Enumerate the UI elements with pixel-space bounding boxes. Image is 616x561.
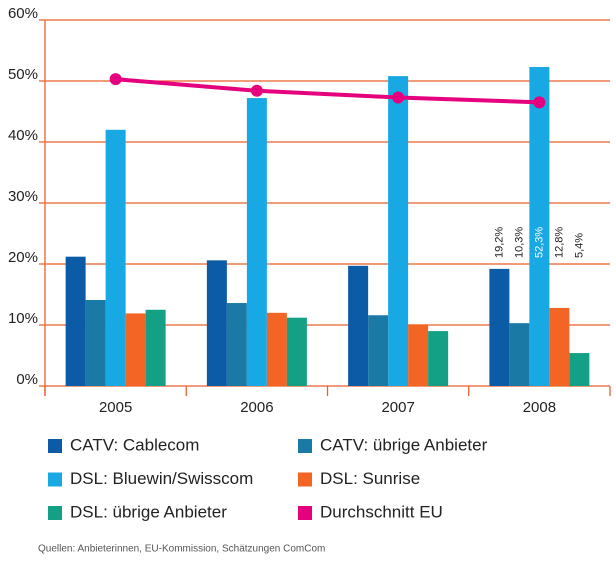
y-tick-label: 30% (8, 188, 38, 205)
value-label: 19,2% (493, 227, 505, 258)
legend-label: DSL: übrige Anbieter (70, 502, 227, 521)
bar (65, 256, 86, 386)
line-point (392, 91, 405, 104)
bar (428, 331, 449, 386)
bar (549, 307, 570, 386)
bar (408, 324, 429, 386)
bar (368, 315, 389, 386)
y-tick-label: 20% (8, 249, 38, 266)
legend-label: CATV: übrige Anbieter (320, 435, 488, 454)
bar (206, 260, 227, 386)
legend-swatch (298, 439, 312, 453)
legend-swatch (48, 472, 62, 487)
legend-label: Durchschnitt EU (320, 502, 443, 521)
value-label: 52,3% (533, 227, 545, 258)
legend-swatch (48, 439, 62, 453)
bar (388, 76, 409, 387)
x-tick-label: 2005 (99, 399, 132, 416)
bar (125, 313, 146, 386)
x-tick-label: 2006 (240, 399, 273, 416)
y-tick-label: 0% (16, 371, 38, 388)
y-tick-label: 60% (8, 5, 38, 22)
value-label: 10,3% (513, 227, 525, 258)
legend-swatch (298, 506, 312, 520)
bar (489, 268, 510, 386)
legend-swatch (298, 472, 312, 487)
line-point (533, 96, 546, 109)
legend-label: DSL: Sunrise (320, 469, 420, 488)
source-note: Quellen: Anbieterinnen, EU-Kommission, S… (38, 544, 325, 555)
y-tick-label: 50% (8, 66, 38, 83)
value-label: 12,8% (553, 227, 565, 258)
bar (145, 309, 166, 386)
bar (105, 129, 126, 387)
bar (226, 303, 247, 386)
bar (246, 98, 267, 386)
y-tick-label: 40% (8, 127, 38, 144)
bar (509, 323, 530, 386)
line (115, 77, 540, 105)
legend-label: DSL: Bluewin/Swisscom (70, 469, 253, 488)
value-label: 5,4% (573, 233, 585, 258)
x-tick-label: 2008 (523, 399, 556, 416)
legend-swatch (48, 506, 62, 520)
legend-label: CATV: Cablecom (70, 435, 199, 454)
bar (286, 317, 307, 386)
line-point (109, 73, 122, 86)
x-tick-label: 2007 (381, 399, 414, 416)
line-point (250, 84, 263, 97)
y-tick-label: 10% (8, 310, 38, 327)
bar (569, 353, 590, 386)
bar (85, 299, 106, 386)
bar (266, 312, 287, 386)
bar (348, 265, 369, 386)
bar (529, 66, 550, 386)
